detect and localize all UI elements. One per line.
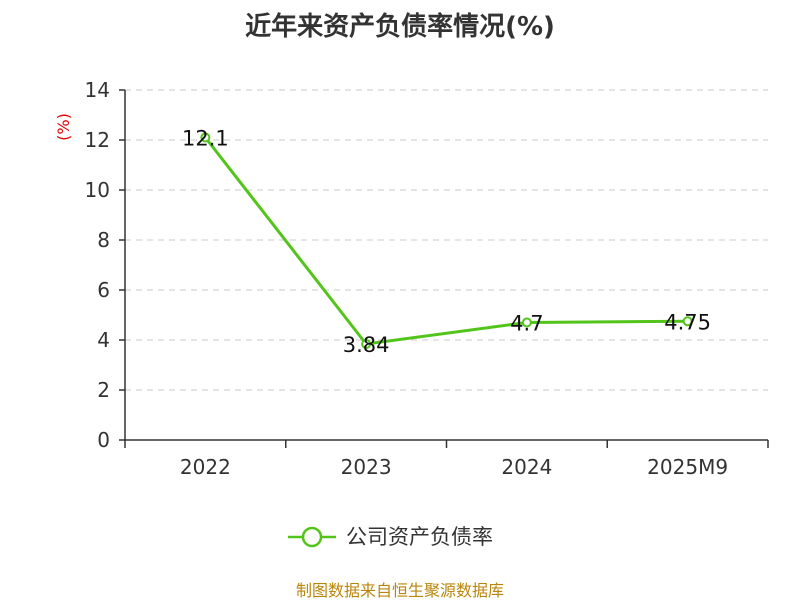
legend-label: 公司资产负债率 [346, 525, 493, 549]
source-note: 制图数据来自恒生聚源数据库 [295, 581, 504, 600]
x-tick-label: 2024 [501, 455, 552, 479]
y-tick-label: 6 [97, 278, 110, 302]
data-label: 3.84 [343, 333, 390, 357]
legend-marker-icon [301, 526, 323, 548]
series-group [200, 132, 693, 349]
y-tick-label: 12 [85, 128, 110, 152]
y-tick-label: 0 [97, 428, 110, 452]
chart-title: 近年来资产负债率情况(%) [245, 12, 555, 42]
data-label: 4.75 [664, 310, 711, 334]
data-labels: 12.1 3.84 4.7 4.75 [182, 127, 711, 358]
series-line [204, 136, 688, 346]
data-point[interactable] [200, 132, 211, 143]
y-tick-label: 10 [85, 178, 110, 202]
y-tick-label: 2 [97, 378, 110, 402]
legend[interactable]: 公司资产负债率 [288, 525, 493, 549]
y-tick-label: 8 [97, 228, 110, 252]
y-tick-label: 4 [97, 328, 110, 352]
data-label: 4.7 [510, 312, 543, 336]
x-tick-label: 2022 [180, 455, 231, 479]
y-ticks: 0 2 4 6 8 10 12 14 [85, 78, 125, 452]
data-point[interactable] [361, 339, 372, 349]
data-point[interactable] [521, 317, 532, 328]
data-point[interactable] [682, 316, 693, 327]
y-tick-label: 14 [85, 78, 110, 102]
y-axis-unit-label: (%) [54, 113, 73, 141]
x-tick-label: 2025M9 [647, 455, 728, 479]
data-label: 12.1 [182, 127, 229, 151]
x-ticks: 2022 2023 2024 2025M9 [124, 440, 769, 479]
x-tick-label: 2023 [341, 455, 392, 479]
gridlines [125, 89, 768, 391]
